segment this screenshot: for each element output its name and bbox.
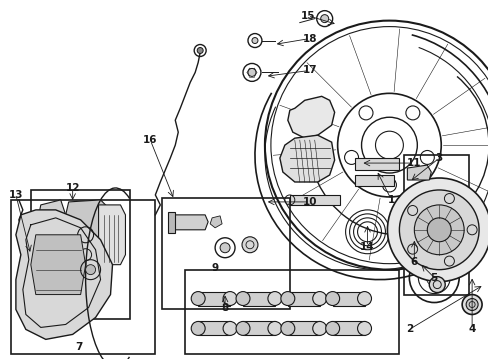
Text: 14: 14	[360, 242, 374, 252]
Polygon shape	[65, 200, 115, 268]
Polygon shape	[287, 321, 319, 336]
Circle shape	[251, 37, 258, 44]
Text: 11: 11	[406, 158, 421, 168]
Circle shape	[85, 265, 95, 275]
Circle shape	[413, 205, 463, 255]
Circle shape	[312, 292, 326, 306]
Bar	[31, 190, 130, 319]
Bar	[162, 198, 289, 310]
Circle shape	[191, 292, 205, 306]
Polygon shape	[210, 216, 222, 228]
Circle shape	[223, 292, 237, 306]
Polygon shape	[99, 205, 125, 265]
Text: 12: 12	[65, 183, 80, 193]
Circle shape	[428, 276, 444, 293]
Polygon shape	[243, 321, 274, 336]
Bar	[404, 155, 468, 294]
Text: 7: 7	[75, 342, 82, 352]
Text: 3: 3	[435, 153, 442, 163]
Circle shape	[465, 298, 477, 310]
Polygon shape	[289, 195, 339, 205]
Polygon shape	[279, 135, 334, 182]
Polygon shape	[407, 165, 430, 180]
Text: 2: 2	[405, 324, 412, 334]
Polygon shape	[16, 210, 112, 339]
Text: 9: 9	[211, 263, 218, 273]
Text: 10: 10	[302, 197, 316, 207]
Circle shape	[312, 321, 326, 336]
Circle shape	[357, 292, 371, 306]
Circle shape	[357, 321, 371, 336]
Circle shape	[280, 321, 294, 336]
Text: 18: 18	[302, 33, 316, 44]
Text: 1: 1	[387, 195, 394, 205]
Circle shape	[267, 292, 281, 306]
Circle shape	[223, 321, 237, 336]
Polygon shape	[287, 96, 334, 138]
Circle shape	[325, 321, 339, 336]
Polygon shape	[31, 235, 85, 294]
Circle shape	[191, 321, 205, 336]
Text: 4: 4	[468, 324, 475, 334]
Polygon shape	[332, 321, 364, 336]
Polygon shape	[39, 200, 65, 268]
Circle shape	[247, 68, 255, 76]
Circle shape	[267, 321, 281, 336]
Bar	[185, 270, 399, 354]
Text: 5: 5	[430, 273, 437, 283]
Circle shape	[236, 321, 249, 336]
Polygon shape	[172, 215, 208, 230]
Circle shape	[280, 292, 294, 306]
Text: 6: 6	[410, 257, 417, 267]
Circle shape	[461, 294, 481, 315]
Polygon shape	[243, 292, 274, 306]
Bar	[11, 200, 155, 354]
Polygon shape	[354, 158, 399, 170]
Circle shape	[220, 243, 229, 253]
Text: 8: 8	[221, 302, 228, 312]
Circle shape	[325, 292, 339, 306]
Circle shape	[386, 178, 488, 282]
Polygon shape	[198, 321, 229, 336]
Circle shape	[399, 190, 478, 270]
Circle shape	[427, 218, 450, 242]
Polygon shape	[332, 292, 364, 306]
Polygon shape	[168, 212, 175, 233]
Circle shape	[236, 292, 249, 306]
Polygon shape	[354, 175, 394, 186]
Text: 16: 16	[143, 135, 157, 145]
Circle shape	[320, 15, 328, 23]
Text: 17: 17	[302, 66, 316, 76]
Polygon shape	[287, 292, 319, 306]
Polygon shape	[198, 292, 229, 306]
Circle shape	[242, 237, 258, 253]
Text: 15: 15	[300, 11, 314, 21]
Circle shape	[197, 48, 203, 54]
Text: 13: 13	[9, 190, 23, 200]
